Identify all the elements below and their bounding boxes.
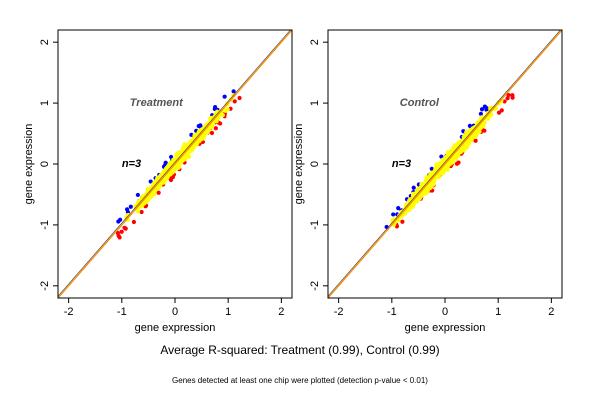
- point-series-a: [135, 192, 140, 198]
- identity-line: [328, 30, 562, 298]
- point-main: [162, 179, 167, 184]
- point-series-b: [119, 229, 124, 234]
- point-main: [419, 182, 424, 187]
- point-main: [424, 175, 429, 180]
- point-series-a: [124, 207, 130, 212]
- y-axis-title: gene expression: [23, 124, 35, 205]
- point-main: [148, 188, 153, 194]
- fit-line: [328, 30, 561, 297]
- point-series-a: [479, 107, 485, 112]
- y-tick-label: 0: [309, 161, 321, 167]
- point-main: [455, 153, 461, 158]
- point-series-b: [496, 110, 502, 115]
- x-tick-label: 1: [225, 306, 231, 318]
- x-tick-label: -2: [334, 306, 344, 318]
- point-main: [223, 108, 228, 113]
- x-axis-title: gene expression: [135, 322, 216, 334]
- point-series-a: [163, 160, 168, 165]
- point-main: [466, 141, 471, 146]
- x-tick-label: -1: [117, 306, 127, 318]
- scatter-panel-2: -2 -1 0 1 2 -2 -1 0 1 2 gene expression gene expres…: [293, 29, 563, 334]
- point-series-a: [231, 89, 236, 94]
- y-tick-label: 2: [39, 39, 51, 45]
- point-main: [153, 180, 159, 185]
- y-tick-label: 0: [39, 161, 51, 167]
- panel-title: Control: [400, 97, 440, 109]
- y-tick-label: -2: [309, 281, 321, 291]
- y-tick-label: 2: [309, 39, 321, 45]
- point-series-b: [139, 209, 144, 215]
- point-series-b: [454, 161, 460, 166]
- point-series-a: [396, 206, 401, 211]
- point-main: [184, 152, 189, 157]
- x-tick-label: 0: [172, 306, 178, 318]
- point-series-b: [156, 190, 161, 195]
- point-series-b: [213, 126, 218, 131]
- point-main: [173, 166, 179, 171]
- y-tick-label: 1: [39, 100, 51, 106]
- scatter-points: [58, 30, 292, 298]
- point-series-a: [467, 123, 472, 128]
- caption-sub: Genes detected at least one chip were pl…: [172, 376, 428, 385]
- n-annotation: n=3: [122, 158, 141, 170]
- point-series-b: [510, 93, 515, 98]
- point-series-a: [478, 111, 483, 116]
- point-series-b: [131, 219, 137, 225]
- y-tick-label: -1: [39, 220, 51, 230]
- point-series-a: [222, 94, 227, 99]
- point-main: [434, 162, 439, 167]
- point-main: [445, 163, 451, 168]
- point-series-b: [232, 99, 237, 104]
- point-series-b: [502, 99, 507, 104]
- x-tick-label: 0: [442, 306, 448, 318]
- x-tick-label: 1: [495, 306, 501, 318]
- scatter-points: [328, 30, 562, 298]
- point-main: [441, 168, 447, 173]
- point-main: [178, 159, 183, 164]
- point-series-a: [213, 104, 218, 110]
- fit-line: [58, 30, 291, 297]
- point-series-b: [400, 219, 405, 224]
- point-series-a: [128, 204, 133, 209]
- y-tick-label: 1: [309, 100, 321, 106]
- identity-line: [58, 30, 292, 298]
- point-series-b: [217, 121, 223, 126]
- point-series-b: [209, 130, 215, 136]
- point-series-a: [118, 217, 123, 222]
- x-tick-label: -2: [64, 306, 74, 318]
- point-series-b: [116, 233, 121, 238]
- scatter-panel-1: -2 -1 0 1 2 -2 -1 0 1 2 gene expression gene expres…: [23, 29, 293, 334]
- point-series-a: [411, 185, 416, 190]
- point-main: [181, 145, 186, 150]
- point-series-b: [506, 92, 511, 98]
- y-tick-label: -1: [309, 220, 321, 230]
- point-main: [445, 167, 450, 172]
- point-series-a: [439, 154, 444, 159]
- point-series-b: [123, 226, 128, 231]
- point-main: [162, 169, 168, 174]
- point-series-a: [391, 212, 396, 217]
- point-main: [449, 159, 454, 164]
- x-tick-label: 2: [548, 306, 554, 318]
- point-series-b: [168, 177, 174, 183]
- point-main: [171, 161, 177, 167]
- point-series-a: [196, 123, 201, 129]
- y-axis-title: gene expression: [293, 124, 305, 205]
- point-series-b: [505, 96, 510, 101]
- x-axis-title: gene expression: [405, 322, 486, 334]
- y-tick-label: -2: [39, 281, 51, 291]
- point-main: [462, 143, 468, 149]
- x-tick-label: -1: [387, 306, 397, 318]
- point-series-a: [429, 166, 434, 171]
- n-annotation: n=3: [392, 158, 411, 170]
- point-series-a: [484, 107, 490, 112]
- point-series-b: [237, 95, 242, 101]
- caption-main: Average R-squared: Treatment (0.99), Con…: [160, 343, 440, 357]
- panel-title: Treatment: [130, 97, 184, 109]
- x-tick-label: 2: [278, 306, 284, 318]
